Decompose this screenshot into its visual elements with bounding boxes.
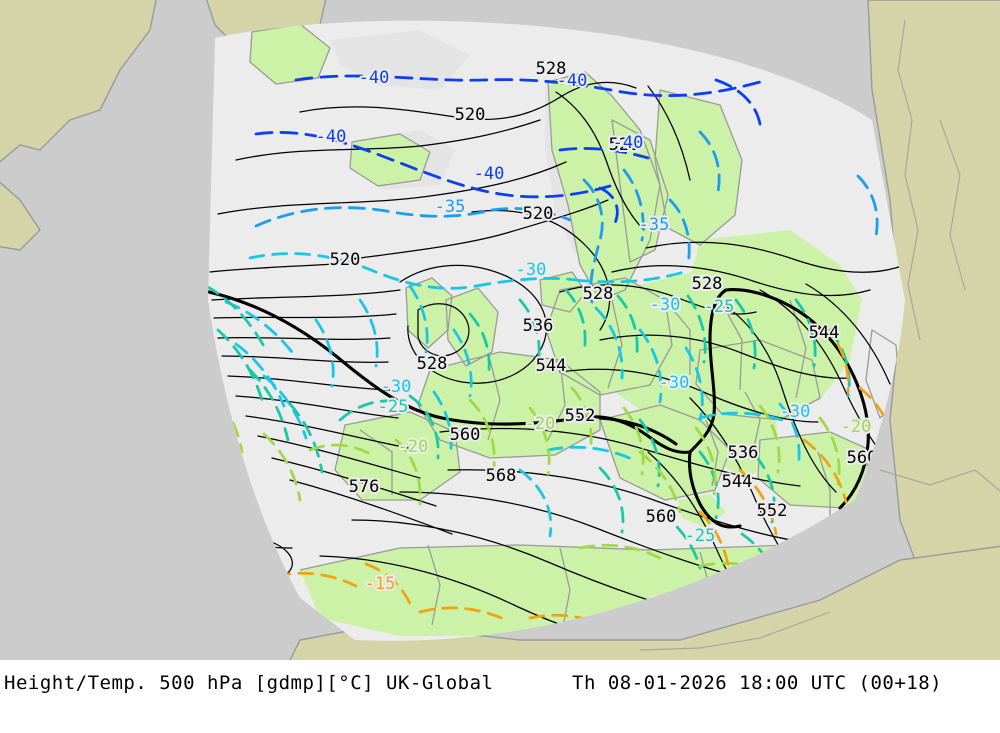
height-contour-label: 576 [349,477,380,497]
temperature-contour-label-halo: -15 [365,574,396,594]
temperature-contour-label-halo: -35 [639,215,670,235]
temperature-contour-label: -40 [359,68,390,88]
temperature-contour-label-halo: -40 [359,68,390,88]
temp-contour-minus35 [254,130,879,304]
temperature-contour-label-halo: -25 [378,397,409,417]
height-contour-label: 568 [486,466,517,486]
temperature-contour-label: -40 [613,133,644,153]
temperature-contour-label-halo: -30 [381,377,412,397]
height-contour-label-halo: 520 [455,105,486,125]
height-contour-label-halo: 528 [583,284,614,304]
temperature-contour-label: -20 [841,417,872,437]
height-contour-label: 528 [417,354,448,374]
height-contour-label: 536 [523,316,554,336]
height-contour-label: 528 [609,135,640,155]
height-contour-label-halo: 528 [536,59,567,79]
height-contour-label: 528 [583,284,614,304]
height-contour-label-halo: 552 [565,406,596,426]
height-contour-label-halo: 544 [536,356,567,376]
height-contour-label-halo: 560 [450,425,481,445]
temperature-contour-label: -25 [704,297,735,317]
height-contour-label-halo: 576 [349,477,380,497]
footer-parameter-text: Height/Temp. 500 hPa [gdmp][°C] UK-Globa… [4,672,494,694]
height-contour-label: 544 [536,356,567,376]
temperature-contour-label-halo: -30 [659,373,690,393]
temperature-contour-label-halo: -30 [650,295,681,315]
height-contour-label: 520 [523,204,554,224]
height-contour-label-halo: 528 [609,135,640,155]
height-contour-label: 560 [450,425,481,445]
height-contour-label-halo: 520 [523,204,554,224]
height-contour-label-halo: 568 [486,466,517,486]
temperature-contour-label-halo: -40 [613,133,644,153]
temperature-contour-label: -25 [685,526,716,546]
temperature-contour-label: -40 [316,127,347,147]
temperature-contour-label: -25 [378,397,409,417]
height-contour-label: 520 [455,105,486,125]
temperature-contour-label: -20 [525,414,556,434]
height-contour-label-halo: 552 [757,501,788,521]
map-canvas: 520 520 528 528 528 528 520 520 520 520 528 528 528 5… [0,0,1000,660]
outside-borders [639,19,1000,651]
temperature-contour-label: -30 [780,402,811,422]
temperature-contour-label-halo: -30 [516,260,547,280]
temp-contour-minus40 [254,74,762,230]
height-contour-label: 560 [646,507,677,527]
temperature-contour-label-halo: -25 [704,297,735,317]
height-contour-label: 528 [536,59,567,79]
temperature-contour-label: -35 [435,197,466,217]
height-contour-label: 544 [809,323,840,343]
temperature-contour-label-halo: -35 [435,197,466,217]
temperature-contour-label: -35 [639,215,670,235]
temperature-contour-label: -20 [398,437,429,457]
temperature-contour-label: -40 [557,71,588,91]
height-contour-label-halo: 528 [692,274,723,294]
height-contour-label: 544 [722,472,753,492]
temperature-contour-label: -15 [365,574,396,594]
temperature-contour-label-halo: -40 [557,71,588,91]
temperature-contour-label-halo: -25 [685,526,716,546]
temperature-contour-label: -30 [650,295,681,315]
temperature-contour-label: -30 [516,260,547,280]
temperature-contour-label: -40 [474,164,505,184]
height-contour-label: 552 [757,501,788,521]
temperature-contour-label-halo: -40 [474,164,505,184]
chart-footer: Height/Temp. 500 hPa [gdmp][°C] UK-Globa… [0,660,1000,733]
temperature-contour-label: -30 [381,377,412,397]
temperature-contour-label-halo: -30 [780,402,811,422]
temperature-contour-label: -30 [659,373,690,393]
height-contour-label-halo: 544 [722,472,753,492]
height-contour-label-halo: 528 [417,354,448,374]
height-contour-label-halo: 536 [728,443,759,463]
temp-contour-minus30 [224,252,801,538]
height-contour-label-halo: 544 [809,323,840,343]
height-contour-label: 528 [692,274,723,294]
height-contour-label: 552 [565,406,596,426]
height-contour-label-halo: 520 [330,250,361,270]
height-contour-label: 536 [728,443,759,463]
height-contour-label-halo: 536 [523,316,554,336]
height-contour-label-halo: 560 [646,507,677,527]
temperature-contour-label-halo: -40 [316,127,347,147]
temperature-contour-label-halo: -20 [841,417,872,437]
height-contour-label: 520 [330,250,361,270]
outside-land-masses [0,0,1000,660]
footer-validtime-text: Th 08-01-2026 18:00 UTC (00+18) [572,672,943,694]
temperature-contour-label-halo: -20 [525,414,556,434]
temperature-contour-label-halo: -20 [398,437,429,457]
